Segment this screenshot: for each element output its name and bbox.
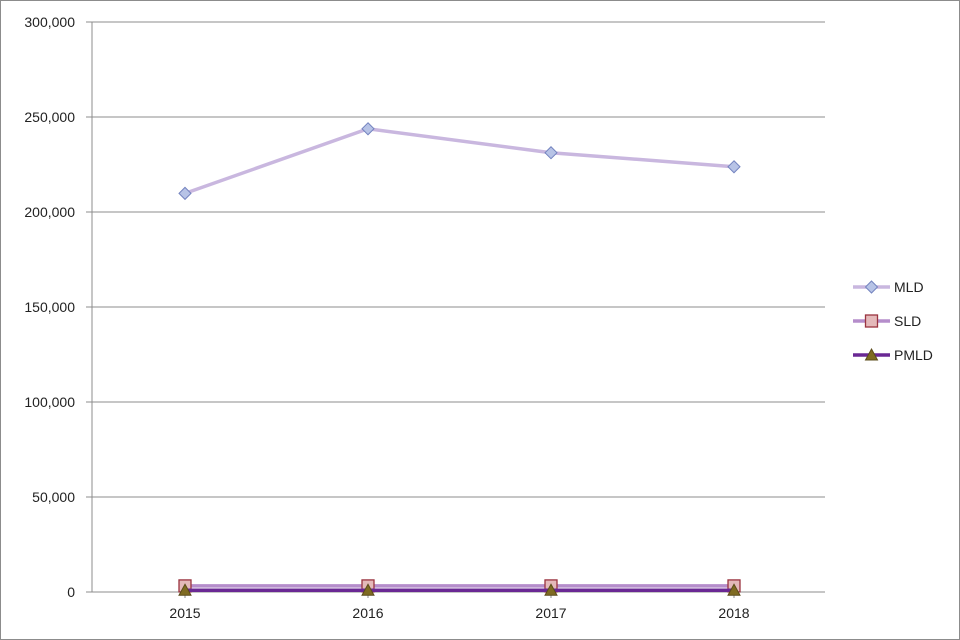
mld-data-point bbox=[178, 186, 192, 201]
pmld-data-point bbox=[544, 583, 558, 596]
y-tick-label: 200,000 bbox=[24, 204, 75, 220]
mld-data-point bbox=[361, 122, 375, 136]
y-tick-label: 150,000 bbox=[24, 299, 75, 315]
y-tick-label: 50,000 bbox=[32, 489, 75, 505]
pmld-data-point bbox=[178, 583, 192, 596]
y-tick-label: 300,000 bbox=[24, 14, 75, 30]
legend: MLD SLD PMLD bbox=[853, 279, 933, 363]
y-tick-label: 0 bbox=[67, 584, 75, 600]
pmld-legend-label: PMLD bbox=[894, 347, 933, 363]
y-tick-label: 100,000 bbox=[24, 394, 75, 410]
mld-data-point bbox=[544, 146, 558, 160]
x-tick-label: 2016 bbox=[352, 605, 383, 621]
mld-legend-label: MLD bbox=[894, 279, 924, 295]
pmld-legend-marker bbox=[864, 347, 879, 361]
sld-legend-marker bbox=[864, 314, 879, 328]
sld-legend-label: SLD bbox=[894, 313, 921, 329]
pmld-data-point bbox=[727, 583, 741, 596]
y-tick-labels: 0 50,000 100,000 150,000 200,000 250,000 300,0… bbox=[24, 14, 75, 600]
x-tick-label: 2017 bbox=[535, 605, 566, 621]
x-tick-labels: 2015 2016 2017 2018 bbox=[169, 605, 749, 621]
mld-series-line bbox=[184, 127, 735, 196]
series-lines bbox=[178, 122, 741, 596]
mld-legend-marker bbox=[864, 280, 879, 294]
x-tick-label: 2015 bbox=[169, 605, 200, 621]
x-tick-label: 2018 bbox=[718, 605, 749, 621]
y-tick-label: 250,000 bbox=[24, 109, 75, 125]
mld-data-point bbox=[727, 160, 741, 174]
grid-lines bbox=[86, 21, 825, 598]
pmld-data-point bbox=[361, 583, 375, 596]
